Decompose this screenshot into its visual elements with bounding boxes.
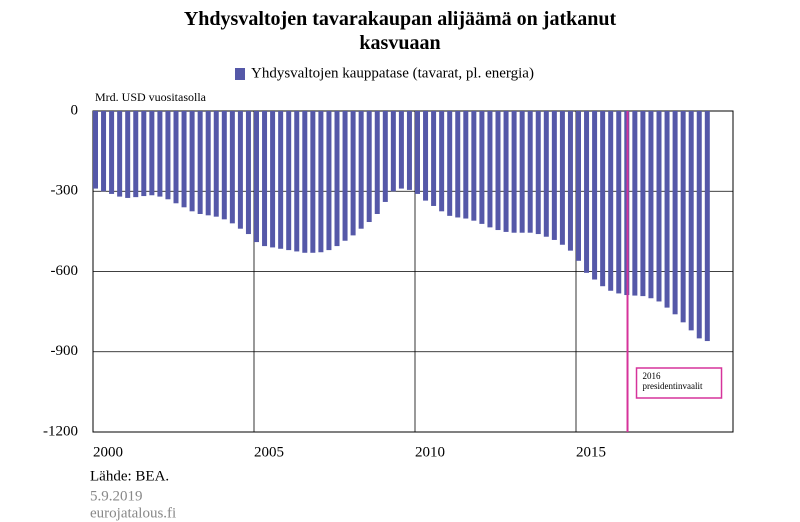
- bar: [406, 111, 412, 190]
- bar: [672, 111, 678, 315]
- bar: [463, 111, 469, 219]
- bar: [221, 111, 227, 220]
- source: Lähde: BEA.: [90, 468, 169, 484]
- bar: [213, 111, 219, 217]
- bar: [704, 111, 710, 342]
- bar: [326, 111, 332, 251]
- bar: [527, 111, 533, 233]
- bar: [350, 111, 356, 236]
- bar: [543, 111, 549, 237]
- bar: [165, 111, 171, 200]
- bar: [229, 111, 235, 224]
- bar: [680, 111, 686, 323]
- bar: [471, 111, 477, 221]
- x-tick-label: 2005: [254, 444, 284, 460]
- bar: [616, 111, 622, 294]
- annotation-text: presidentinvaalit: [643, 381, 703, 391]
- bar: [535, 111, 541, 235]
- bar: [141, 111, 147, 197]
- bar: [696, 111, 702, 339]
- annotation-box: [635, 367, 723, 399]
- bar: [237, 111, 243, 229]
- bar: [358, 111, 364, 229]
- legend-swatch: [235, 68, 245, 80]
- y-tick-label: -600: [51, 263, 79, 279]
- bar: [270, 111, 276, 248]
- bar: [495, 111, 501, 231]
- bar: [245, 111, 251, 235]
- bar: [656, 111, 662, 302]
- bar: [567, 111, 573, 251]
- annotation-text: 2016: [643, 371, 662, 381]
- bar: [398, 111, 404, 189]
- bar: [519, 111, 525, 233]
- bar: [640, 111, 646, 297]
- x-tick-label: 2000: [93, 444, 123, 460]
- bar: [310, 111, 316, 253]
- x-tick-label: 2015: [576, 444, 606, 460]
- bar: [374, 111, 380, 214]
- bar: [576, 111, 581, 261]
- bar: [511, 111, 517, 233]
- bar: [157, 111, 163, 197]
- y-axis-label: Mrd. USD vuositasolla: [95, 90, 207, 104]
- bar: [551, 111, 557, 240]
- bar: [431, 111, 437, 206]
- bar: [125, 111, 131, 198]
- bar: [366, 111, 372, 223]
- bar: [664, 111, 670, 308]
- bar: [133, 111, 139, 198]
- y-tick-label: -900: [51, 343, 79, 359]
- bar: [109, 111, 115, 194]
- bar: [294, 111, 300, 252]
- bar: [254, 111, 259, 243]
- bar: [278, 111, 284, 249]
- bar: [149, 111, 155, 196]
- bar: [318, 111, 324, 253]
- bar: [390, 111, 396, 192]
- bar: [439, 111, 445, 212]
- legend-label: Yhdysvaltojen kauppatase (tavarat, pl. e…: [251, 65, 534, 81]
- bar: [648, 111, 654, 299]
- bar: [189, 111, 195, 212]
- y-tick-label: 0: [71, 102, 79, 118]
- bar: [592, 111, 598, 280]
- bar: [584, 111, 590, 273]
- bar: [262, 111, 268, 247]
- bar: [688, 111, 694, 331]
- bar: [342, 111, 348, 241]
- bar: [302, 111, 308, 253]
- site: eurojatalous.fi: [90, 505, 176, 521]
- bar: [600, 111, 606, 287]
- bar: [197, 111, 203, 214]
- bar: [93, 111, 98, 189]
- bar: [334, 111, 340, 247]
- bar: [608, 111, 614, 291]
- bar: [632, 111, 638, 296]
- bar: [447, 111, 453, 216]
- y-tick-label: -300: [51, 183, 79, 199]
- bar: [117, 111, 123, 197]
- bar: [382, 111, 388, 202]
- bar: [415, 111, 420, 194]
- date: 5.9.2019: [90, 488, 143, 504]
- bar: [173, 111, 179, 204]
- y-tick-label: -1200: [43, 423, 78, 439]
- bar: [479, 111, 485, 224]
- bar: [205, 111, 211, 216]
- bar: [559, 111, 565, 245]
- chart-title: Yhdysvaltojen tavarakaupan alijäämä on j…: [184, 8, 617, 54]
- bar: [487, 111, 493, 228]
- bar: [286, 111, 292, 251]
- bar: [101, 111, 107, 192]
- bar: [455, 111, 461, 218]
- x-tick-label: 2010: [415, 444, 445, 460]
- bar: [423, 111, 429, 201]
- bar: [503, 111, 509, 232]
- bar: [181, 111, 187, 208]
